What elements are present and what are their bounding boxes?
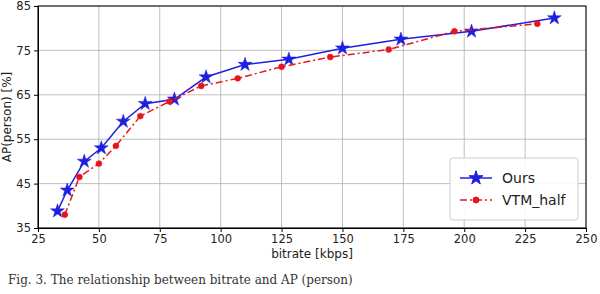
x-tick-label: 100	[210, 232, 232, 246]
series-marker	[238, 57, 252, 70]
y-tick-label: 65	[16, 88, 31, 102]
x-axis-title: bitrate [kbps]	[271, 247, 353, 261]
x-tick: 25	[31, 228, 46, 246]
grid-line-x	[220, 6, 221, 228]
series-marker	[235, 75, 241, 81]
y-tick-label: 85	[16, 0, 31, 13]
grid-line-x	[342, 6, 343, 228]
grid-line-y	[38, 50, 586, 51]
y-tick: 35	[16, 221, 38, 235]
x-tick-label: 175	[393, 232, 415, 246]
series-marker	[76, 174, 82, 180]
legend-marker	[473, 197, 479, 203]
x-tick-label: 225	[515, 232, 537, 246]
series-marker	[394, 32, 408, 45]
y-tick: 85	[16, 0, 38, 13]
series-marker	[198, 83, 204, 89]
x-tick: 50	[92, 228, 107, 246]
x-tick-label: 25	[31, 232, 46, 246]
series-marker	[96, 161, 102, 167]
grid-line-x	[98, 6, 99, 228]
legend-label: Ours	[502, 170, 535, 186]
y-tick-label: 35	[16, 221, 31, 235]
x-tick-label: 125	[271, 232, 293, 246]
x-tick-label: 50	[92, 232, 107, 246]
y-tick-mark	[34, 184, 38, 185]
series-marker	[138, 96, 152, 109]
x-tick: 75	[153, 228, 168, 246]
series-marker	[534, 21, 540, 27]
series-marker	[547, 11, 561, 24]
series-marker	[116, 114, 130, 127]
series-marker	[77, 154, 91, 167]
y-tick-label: 45	[16, 177, 31, 191]
x-axis: 25 50 75 100 125 150 175 200 225 250	[31, 228, 597, 246]
legend-box	[450, 158, 578, 220]
legend-label: VTM_half	[502, 192, 567, 208]
x-tick-label: 75	[153, 232, 168, 246]
series-marker	[282, 52, 296, 65]
y-axis: 35 45 55 65 75 85	[16, 0, 38, 235]
series-line	[57, 18, 554, 211]
series-marker	[335, 41, 349, 54]
y-tick-mark	[34, 6, 38, 7]
y-tick: 45	[16, 177, 38, 191]
x-tick: 175	[393, 228, 415, 246]
series-marker	[94, 141, 108, 154]
series-marker	[137, 113, 143, 119]
y-tick-mark	[34, 50, 38, 51]
y-tick-label: 55	[16, 132, 31, 146]
y-tick-label: 75	[16, 44, 31, 58]
plot-frame	[38, 6, 586, 228]
x-axis-line	[39, 229, 587, 233]
grid-line-y	[38, 94, 586, 95]
x-tick: 225	[515, 228, 537, 246]
caption: Fig. 3. The relationship between bitrate…	[8, 273, 353, 287]
x-tick-label: 200	[454, 232, 476, 246]
series-marker	[327, 54, 333, 60]
grid-line-x	[281, 6, 282, 228]
y-tick: 75	[16, 44, 38, 58]
y-tick: 55	[16, 132, 38, 146]
grid	[38, 6, 586, 228]
legend: Ours VTM_half	[450, 158, 578, 220]
x-tick: 250	[576, 228, 598, 246]
x-tick-label: 250	[576, 232, 598, 246]
series-marker	[279, 64, 285, 70]
legend-marker	[469, 171, 483, 184]
y-axis-title: AP(person) [%]	[0, 72, 14, 163]
grid-line-x	[159, 6, 160, 228]
y-tick-mark	[34, 95, 38, 96]
series-marker	[199, 70, 213, 83]
y-tick: 65	[16, 88, 38, 102]
x-tick: 125	[271, 228, 293, 246]
chart: 25 50 75 100 125 150 175 200 225 250 35 45 55 65 75 85 b…	[0, 0, 600, 294]
y-tick-mark	[34, 139, 38, 140]
series-marker	[386, 47, 392, 53]
x-tick: 100	[210, 228, 232, 246]
x-tick-label: 150	[332, 232, 354, 246]
series-marker	[167, 98, 173, 104]
series-marker	[62, 212, 68, 218]
y-tick-mark	[34, 228, 38, 229]
x-tick: 150	[332, 228, 354, 246]
x-tick: 200	[454, 228, 476, 246]
series-marker	[113, 143, 119, 149]
series-marker	[451, 28, 457, 34]
